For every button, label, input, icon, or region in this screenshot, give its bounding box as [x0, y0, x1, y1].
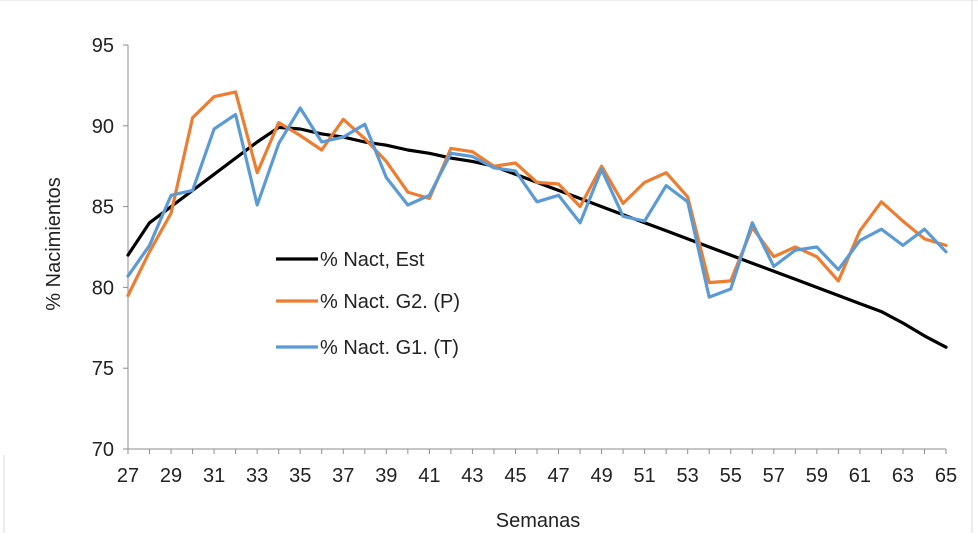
x-tick-label: 53: [677, 465, 699, 487]
x-tick-label: 59: [806, 465, 828, 487]
y-tick-label: 80: [92, 277, 114, 299]
x-tick-label: 37: [332, 465, 354, 487]
x-axis-title: Semanas: [496, 510, 581, 532]
legend-label-3: % Nact. G1. (T): [320, 337, 459, 359]
x-tick-label: 65: [935, 465, 957, 487]
y-tick-label: 85: [92, 197, 114, 219]
x-tick-label: 45: [504, 465, 526, 487]
x-tick-label: 31: [203, 465, 225, 487]
x-tick-label: 47: [547, 465, 569, 487]
x-tick-label: 35: [289, 465, 311, 487]
x-tick-label: 57: [763, 465, 785, 487]
legend-label-2: % Nact. G2. (P): [320, 291, 460, 313]
legend: % Nact, Est % Nact. G2. (P) % Nact. G1. (T…: [276, 249, 460, 359]
y-tick-label: 75: [92, 358, 114, 380]
x-tick-label: 29: [160, 465, 182, 487]
y-tick-label: 95: [92, 35, 114, 57]
x-tick-label: 63: [892, 465, 914, 487]
series-layer: [126, 90, 948, 349]
series-line-3: [126, 106, 948, 299]
x-tick-label: 33: [246, 465, 268, 487]
series-line-2: [126, 90, 948, 298]
x-tick-label: 61: [849, 465, 871, 487]
x-tick-label: 49: [590, 465, 612, 487]
x-tick-label: 39: [375, 465, 397, 487]
y-tick-label: 70: [92, 439, 114, 461]
legend-label-1: % Nact, Est: [320, 249, 425, 271]
y-tick-label: 90: [92, 116, 114, 138]
y-axis-title: % Nacimientos: [43, 177, 65, 310]
x-tick-label: 51: [634, 465, 656, 487]
x-tick-label: 41: [418, 465, 440, 487]
x-tick-label: 27: [117, 465, 139, 487]
x-tick-label: 43: [461, 465, 483, 487]
series-line-1: [126, 125, 948, 349]
x-tick-label: 55: [720, 465, 742, 487]
